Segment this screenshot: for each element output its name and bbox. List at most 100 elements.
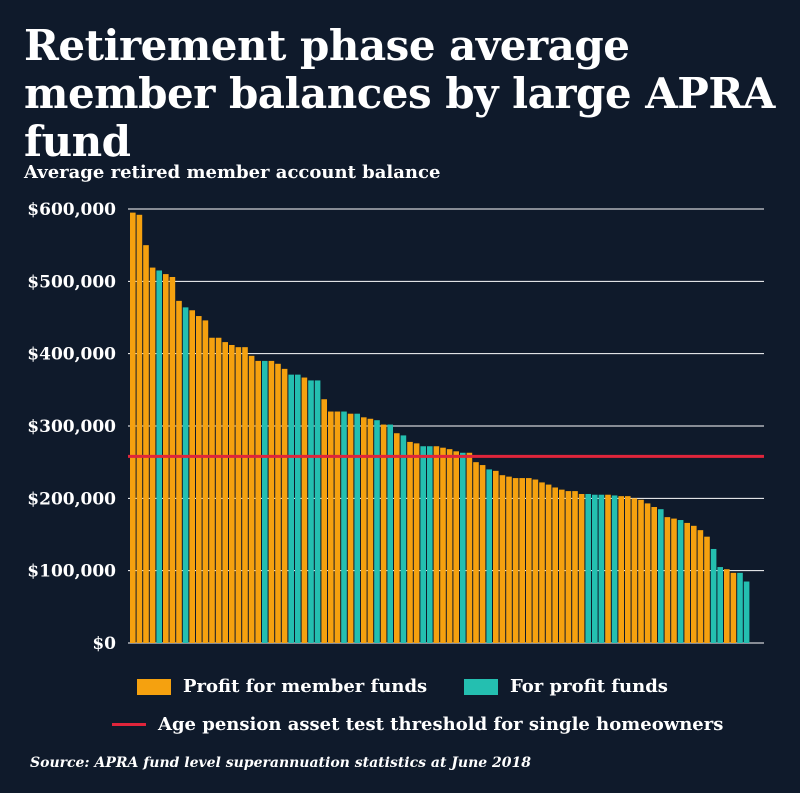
- bar-profit-for-member: [638, 499, 644, 643]
- y-tick-label: $100,000: [27, 562, 116, 582]
- bar-for-profit: [387, 424, 393, 643]
- bar-profit-for-member: [526, 478, 532, 643]
- bar-profit-for-member: [361, 417, 367, 643]
- bar-profit-for-member: [242, 347, 248, 643]
- bar-profit-for-member: [248, 355, 255, 643]
- bar-profit-for-member: [684, 522, 690, 643]
- bar-profit-for-member: [506, 476, 512, 643]
- source-note: Source: APRA fund level superannuation s…: [30, 755, 532, 771]
- bar-profit-for-member: [176, 300, 182, 643]
- bar-for-profit: [420, 446, 426, 643]
- y-tick-label: $400,000: [27, 345, 116, 365]
- bar-profit-for-member: [691, 525, 697, 643]
- bar-profit-for-member: [255, 360, 261, 643]
- bar-profit-for-member: [631, 498, 638, 643]
- y-tick-label: $300,000: [27, 417, 116, 437]
- bar-profit-for-member: [202, 320, 209, 643]
- bar-profit-for-member: [440, 447, 446, 643]
- bar-for-profit: [717, 567, 723, 643]
- legend-line-threshold: [112, 723, 146, 726]
- bar-profit-for-member: [143, 245, 149, 644]
- bars: [130, 212, 750, 644]
- bar-for-profit: [611, 495, 618, 643]
- legend-label-profit-for-member: Profit for member funds: [183, 676, 428, 697]
- bar-profit-for-member: [268, 360, 275, 643]
- bar-profit-for-member: [552, 487, 558, 643]
- bar-profit-for-member: [499, 475, 506, 643]
- y-tick-label: $200,000: [27, 489, 116, 509]
- bar-profit-for-member: [466, 452, 473, 643]
- bar-profit-for-member: [222, 342, 228, 643]
- bar-profit-for-member: [730, 572, 737, 643]
- bar-profit-for-member: [321, 399, 327, 643]
- bar-profit-for-member: [215, 337, 222, 643]
- bar-profit-for-member: [446, 449, 453, 643]
- bar-profit-for-member: [578, 493, 585, 643]
- bar-profit-for-member: [196, 316, 202, 643]
- bar-for-profit: [658, 509, 664, 643]
- bar-profit-for-member: [625, 496, 631, 643]
- bar-profit-for-member: [275, 363, 281, 643]
- bar-profit-for-member: [334, 411, 341, 643]
- bar-for-profit: [585, 493, 591, 643]
- bar-profit-for-member: [229, 344, 235, 643]
- bar-profit-for-member: [618, 496, 624, 643]
- bar-profit-for-member: [235, 347, 242, 643]
- bar-profit-for-member: [605, 494, 611, 643]
- bar-profit-for-member: [479, 465, 486, 643]
- bar-profit-for-member: [433, 446, 440, 643]
- bar-for-profit: [598, 494, 605, 643]
- bar-profit-for-member: [301, 377, 308, 643]
- bar-profit-for-member: [671, 518, 677, 643]
- bar-profit-for-member: [473, 462, 479, 643]
- bar-profit-for-member: [651, 507, 657, 643]
- bar-for-profit: [341, 411, 347, 643]
- bar-profit-for-member: [493, 470, 499, 643]
- bar-chart: $0 $100,000 $200,000 $300,000 $400,000 $500,0…: [27, 200, 764, 654]
- bar-for-profit: [400, 435, 407, 643]
- bar-profit-for-member: [704, 536, 710, 643]
- bar-profit-for-member: [380, 424, 387, 643]
- y-tick-label: $0: [92, 634, 116, 654]
- bar-for-profit: [314, 380, 321, 643]
- bar-profit-for-member: [644, 503, 651, 643]
- legend-swatch-profit-for-member: [137, 678, 171, 695]
- bar-profit-for-member: [724, 569, 730, 643]
- bar-profit-for-member: [572, 491, 578, 643]
- bar-profit-for-member: [163, 274, 169, 643]
- bar-for-profit: [427, 446, 433, 643]
- bar-for-profit: [677, 520, 684, 643]
- bar-profit-for-member: [453, 451, 459, 643]
- bar-for-profit: [182, 307, 189, 643]
- bar-profit-for-member: [394, 433, 400, 643]
- bar-profit-for-member: [545, 484, 552, 643]
- bar-profit-for-member: [697, 530, 704, 643]
- bar-for-profit: [486, 469, 492, 643]
- legend-swatch-for-profit: [464, 678, 498, 695]
- bar-for-profit: [288, 374, 294, 643]
- bar-profit-for-member: [559, 489, 565, 643]
- legend-for-profit: For profit funds: [464, 676, 668, 697]
- legend-label-for-profit: For profit funds: [510, 676, 668, 697]
- bar-profit-for-member: [169, 276, 176, 643]
- bar-for-profit: [743, 581, 750, 643]
- legend-threshold: Age pension asset test threshold for sin…: [112, 714, 723, 735]
- y-tick-label: $600,000: [27, 200, 116, 220]
- bar-profit-for-member: [565, 491, 572, 643]
- bar-profit-for-member: [347, 413, 354, 643]
- bar-profit-for-member: [328, 411, 334, 643]
- bar-profit-for-member: [532, 479, 539, 643]
- bar-profit-for-member: [189, 310, 195, 643]
- bar-profit-for-member: [413, 443, 420, 643]
- legend-label-threshold: Age pension asset test threshold for sin…: [158, 714, 724, 735]
- bar-for-profit: [295, 374, 301, 643]
- bar-for-profit: [374, 420, 380, 643]
- bar-for-profit: [308, 380, 314, 643]
- bar-profit-for-member: [664, 517, 671, 643]
- bar-for-profit: [262, 360, 268, 643]
- bar-profit-for-member: [539, 482, 545, 643]
- y-tick-label: $500,000: [27, 272, 116, 292]
- bar-profit-for-member: [136, 214, 143, 643]
- bar-profit-for-member: [281, 368, 288, 643]
- y-axis-tick-labels: $0 $100,000 $200,000 $300,000 $400,000 $500,0…: [27, 200, 116, 654]
